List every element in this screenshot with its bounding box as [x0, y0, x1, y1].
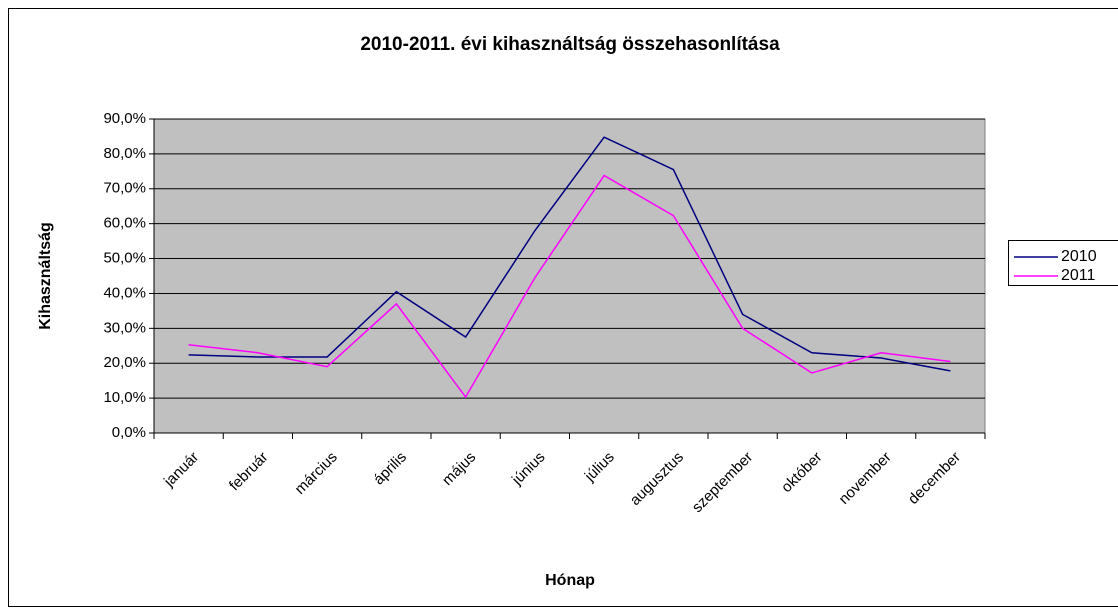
x-tick-label: október	[778, 449, 825, 496]
chart-title: 2010-2011. évi kihasználtság összehasonl…	[360, 34, 780, 55]
x-tick-label: május	[439, 449, 479, 489]
y-tick-label: 90,0%	[103, 110, 146, 127]
x-tick-label: január	[160, 449, 202, 491]
x-tick-label: február	[226, 449, 272, 495]
y-tick-label: 80,0%	[103, 145, 146, 162]
plot-area	[153, 118, 986, 434]
y-tick-label: 70,0%	[103, 180, 146, 197]
y-tick-label: 40,0%	[103, 284, 146, 301]
y-tick-label: 10,0%	[103, 389, 146, 406]
y-axis-label: Kihasználtság	[37, 222, 54, 330]
legend-label: 2011	[1061, 267, 1096, 284]
y-tick-label: 0,0%	[112, 424, 146, 441]
x-tick-label: június	[508, 449, 548, 489]
x-tick-label: július	[581, 449, 618, 486]
x-tick-label: március	[292, 449, 341, 498]
legend-label: 2010	[1061, 248, 1097, 265]
x-tick-label: november	[836, 449, 895, 508]
x-tick-label: december	[905, 449, 964, 508]
x-tick-label: szeptember	[689, 449, 756, 516]
x-axis-label: Hónap	[545, 572, 595, 589]
series-line	[188, 136, 951, 372]
x-tick-label: augusztus	[627, 449, 687, 509]
y-tick-label: 60,0%	[103, 215, 146, 232]
series-line	[188, 174, 951, 399]
legend	[1008, 240, 1118, 286]
y-tick-label: 20,0%	[103, 354, 146, 371]
y-tick-label: 50,0%	[103, 250, 146, 267]
x-tick-label: április	[370, 449, 410, 489]
y-tick-label: 30,0%	[103, 319, 146, 336]
chart-border	[8, 8, 1118, 607]
